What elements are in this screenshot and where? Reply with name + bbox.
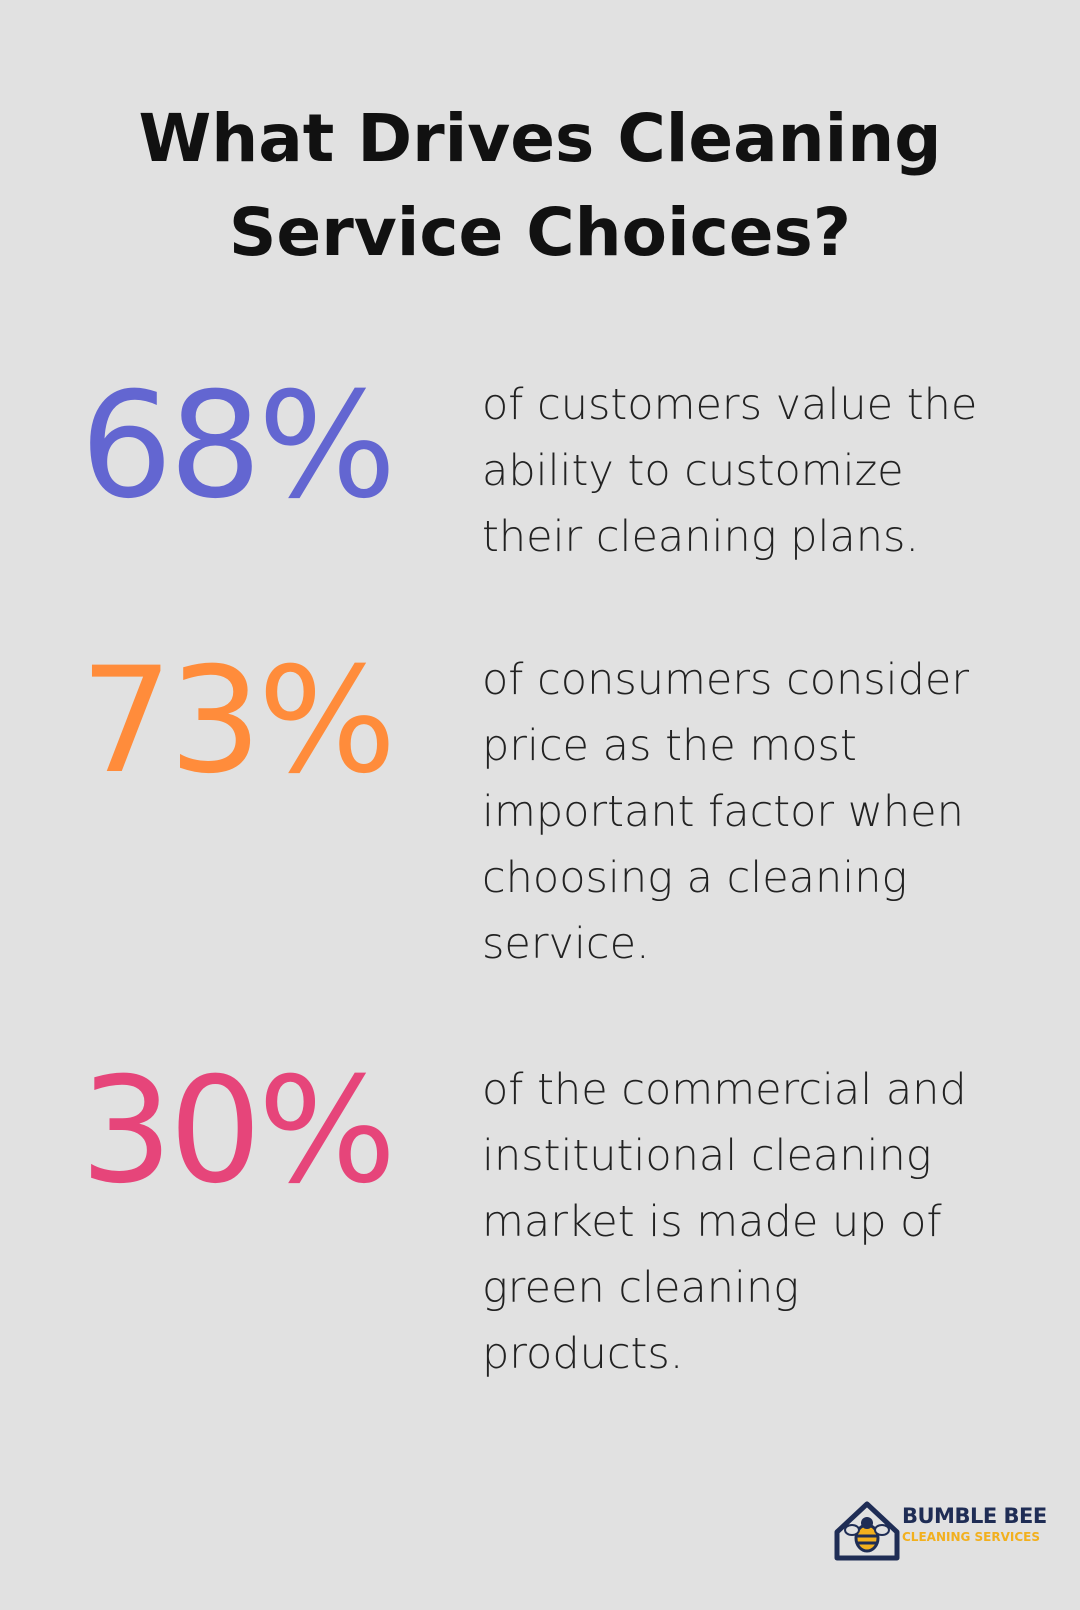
logo-tagline: CLEANING SERVICES (902, 1530, 1040, 1544)
stat-value: 30% (80, 1046, 397, 1216)
stat-text: of consumers consider price as the most … (482, 655, 970, 969)
logo: BUMBLE BEE CLEANING SERVICES (832, 1494, 1047, 1564)
logo-name: BUMBLE BEE (902, 1504, 1047, 1528)
title: What Drives Cleaning Service Choices? (138, 100, 942, 271)
stat-text: of customers value the ability to custom… (482, 380, 978, 562)
stat-text: of the commercial and institutional clea… (482, 1065, 967, 1379)
stat-value: 73% (80, 636, 397, 806)
stat-value: 68% (80, 361, 397, 531)
logo-icon (834, 1501, 900, 1561)
